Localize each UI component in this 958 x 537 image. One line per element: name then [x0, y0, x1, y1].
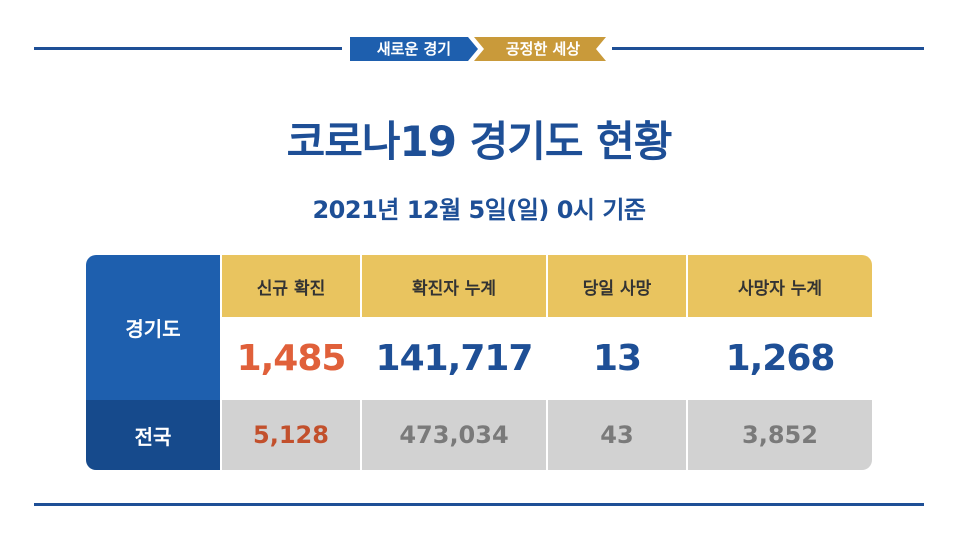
slogan-left-text: 새로운 경기: [376, 40, 452, 58]
header-total-deaths: 사망자 누계: [688, 255, 872, 317]
gyeonggi-total-deaths: 1,268: [688, 317, 872, 400]
top-rule-left: [34, 47, 342, 50]
page-subtitle: 2021년 12월 5일(일) 0시 기준: [312, 196, 646, 224]
slogan-banner: 새로운 경기 공정한 세상: [350, 34, 606, 64]
gyeonggi-daily-deaths: 13: [548, 317, 686, 400]
row-label-national: 전국: [86, 400, 220, 470]
top-rule-right: [612, 47, 924, 50]
national-total-cases: 473,034: [362, 400, 546, 470]
header-daily-deaths: 당일 사망: [548, 255, 686, 317]
national-total-deaths: 3,852: [688, 400, 872, 470]
bottom-rule: [34, 503, 924, 506]
covid-status-table: 경기도 전국 신규 확진 확진자 누계 당일 사망 사망자 누계 1,485 1…: [86, 255, 872, 470]
row-label-gyeonggi: 경기도: [86, 255, 220, 400]
gyeonggi-new-cases: 1,485: [222, 317, 360, 400]
national-daily-deaths: 43: [548, 400, 686, 470]
gyeonggi-total-cases: 141,717: [362, 317, 546, 400]
national-new-cases: 5,128: [222, 400, 360, 470]
slogan-right-text: 공정한 세상: [505, 40, 581, 58]
page-title: 코로나19 경기도 현황: [286, 117, 673, 166]
header-total-cases: 확진자 누계: [362, 255, 546, 317]
header-new-cases: 신규 확진: [222, 255, 360, 317]
slogan-banner-shape: [350, 37, 606, 61]
